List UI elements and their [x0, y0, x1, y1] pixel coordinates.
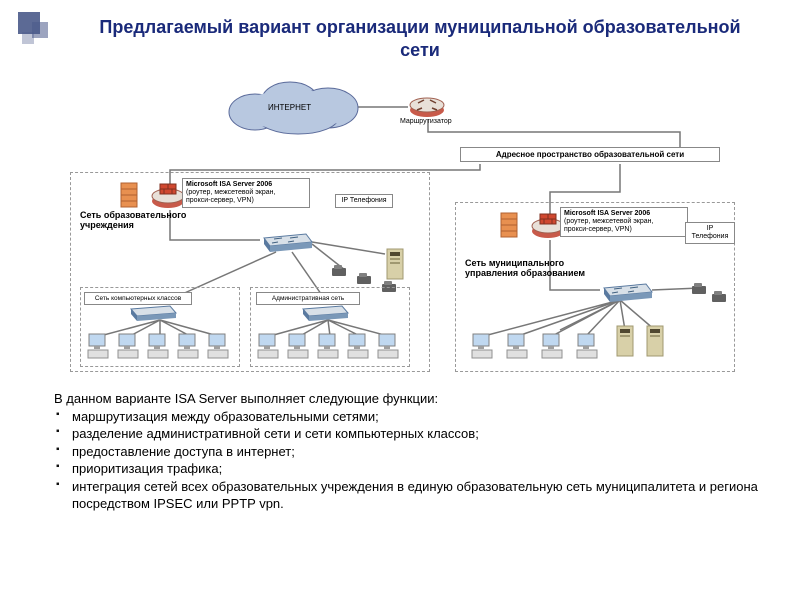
- phone-icon: [355, 272, 373, 286]
- right-main-switch-icon: [600, 282, 654, 304]
- sub2-switch-icon: [300, 304, 350, 322]
- phone-icon: [690, 282, 708, 296]
- body-intro: В данном варианте ISA Server выполняет с…: [54, 390, 760, 408]
- right-ipphone-box: IP Телефония: [685, 222, 735, 244]
- right-isa-l2: прокси-сервер, VPN): [564, 226, 684, 234]
- body-text: В данном варианте ISA Server выполняет с…: [54, 390, 760, 513]
- left-main-switch-icon: [260, 232, 314, 254]
- pc-icon: [256, 332, 280, 360]
- right-isa-l0: Microsoft ISA Server 2006: [564, 210, 684, 218]
- bullet-item: интеграция сетей всех образовательных уч…: [72, 478, 760, 513]
- pc-icon: [206, 332, 230, 360]
- top-router-label: Маршрутизатор: [400, 118, 452, 126]
- corner-accent: [18, 12, 58, 52]
- cloud-label: ИНТЕРНЕТ: [268, 104, 311, 113]
- left-isa-box: Microsoft ISA Server 2006 (роутер, межсе…: [182, 178, 310, 208]
- left-ipphone-box: IP Телефония: [335, 194, 393, 208]
- bullet-item: маршрутизация между образовательными сет…: [72, 408, 760, 426]
- internet-cloud: ИНТЕРНЕТ: [220, 80, 370, 135]
- page-title: Предлагаемый вариант организации муницип…: [80, 16, 760, 61]
- pc-icon: [176, 332, 200, 360]
- bullet-item: приоритизация трафика;: [72, 460, 760, 478]
- pc-icon: [346, 332, 370, 360]
- pc-icon: [575, 332, 599, 360]
- bullet-item: разделение административной сети и сети …: [72, 425, 760, 443]
- pc-icon: [286, 332, 310, 360]
- left-isa-l2: прокси-сервер, VPN): [186, 197, 306, 205]
- left-rack-icon: [120, 182, 138, 208]
- pc-icon: [470, 332, 494, 360]
- network-diagram: ИНТЕРНЕТ Маршрутизатор Адресное простран…: [60, 72, 740, 382]
- pc-icon: [505, 332, 529, 360]
- sub1-switch-icon: [128, 304, 178, 322]
- left-isa-l0: Microsoft ISA Server 2006: [186, 181, 306, 189]
- pc-icon: [376, 332, 400, 360]
- top-router-icon: [408, 90, 446, 120]
- left-isa-l1: (роутер, межсетевой экран,: [186, 189, 306, 197]
- left-firewall-icon: [150, 182, 186, 210]
- address-space-box: Адресное пространство образовательной се…: [460, 147, 720, 162]
- right-server-icon: [615, 324, 635, 358]
- pc-icon: [116, 332, 140, 360]
- right-isa-box: Microsoft ISA Server 2006 (роутер, межсе…: [560, 207, 688, 237]
- phone-icon: [710, 290, 728, 304]
- left-network-title: Сеть образовательного учреждения: [80, 210, 230, 231]
- phone-icon: [330, 264, 348, 278]
- pc-icon: [86, 332, 110, 360]
- right-server-icon: [645, 324, 665, 358]
- right-isa-l1: (роутер, межсетевой экран,: [564, 218, 684, 226]
- left-server-icon: [385, 247, 405, 281]
- pc-icon: [146, 332, 170, 360]
- right-rack-icon: [500, 212, 518, 238]
- body-bullets: маршрутизация между образовательными сет…: [54, 408, 760, 513]
- bullet-item: предоставление доступа в интернет;: [72, 443, 760, 461]
- pc-icon: [316, 332, 340, 360]
- pc-icon: [540, 332, 564, 360]
- right-network-title: Сеть муниципального управления образован…: [465, 258, 605, 279]
